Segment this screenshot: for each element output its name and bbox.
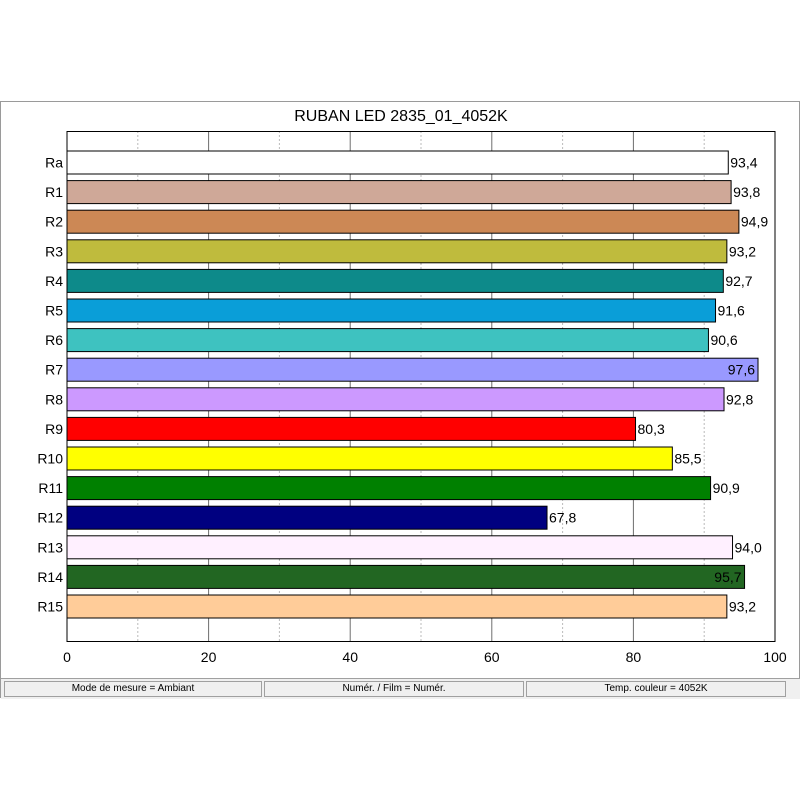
chart-window: RUBAN LED 2835_01_4052K 0 20 40 60 80 100 Ra 93… [0, 101, 800, 699]
data-label: 80,3 [638, 421, 665, 437]
bar-chart: RUBAN LED 2835_01_4052K 0 20 40 60 80 100 Ra 93… [37, 108, 787, 666]
category-label: R10 [37, 451, 63, 467]
bar-r9 [66, 416, 637, 441]
bar-r14 [66, 564, 746, 589]
data-label: 91,6 [718, 303, 745, 319]
data-label: 92,8 [726, 391, 753, 407]
x-tick-label: 100 [763, 649, 787, 665]
status-measure-mode: Mode de mesure = Ambiant [4, 681, 262, 697]
category-label: R8 [45, 391, 63, 407]
category-label: R14 [37, 569, 63, 585]
status-bar: Mode de mesure = Ambiant Numér. / Film =… [1, 678, 800, 699]
data-label: 97,6 [728, 362, 755, 378]
category-label: R11 [38, 480, 63, 496]
bar-r11 [66, 476, 712, 501]
category-label: R1 [45, 184, 63, 200]
category-label: R7 [45, 362, 63, 378]
x-tick-label: 60 [484, 649, 500, 665]
data-label: 85,5 [674, 451, 701, 467]
category-label: R15 [37, 599, 63, 615]
category-label: R13 [37, 539, 63, 555]
bar-r2 [66, 209, 740, 234]
bar-r7 [66, 357, 759, 382]
category-label: R2 [45, 214, 63, 230]
data-label: 94,9 [741, 214, 768, 230]
status-numeric-film: Numér. / Film = Numér. [264, 681, 524, 697]
x-tick-label: 80 [626, 649, 642, 665]
data-label: 95,7 [714, 569, 741, 585]
chart-title: RUBAN LED 2835_01_4052K [294, 108, 508, 125]
bar-r5 [66, 298, 717, 323]
label-layer: 0 20 40 60 80 100 Ra 93,4 R1 93,8 R2 94,9 R3 93,2 R4 92… [37, 155, 787, 666]
bar-r15 [66, 594, 728, 619]
bar-r13 [66, 535, 734, 560]
data-label: 93,8 [733, 184, 760, 200]
bar-r4 [66, 268, 724, 293]
data-label: 93,2 [729, 599, 756, 615]
bar-r6 [66, 328, 709, 353]
category-label: R6 [45, 332, 63, 348]
status-color-temperature: Temp. couleur = 4052K [526, 681, 786, 697]
data-label: 90,9 [713, 480, 740, 496]
data-label: 67,8 [549, 510, 576, 526]
bar-ra [66, 150, 729, 175]
category-label: R12 [37, 510, 63, 526]
category-label: R4 [45, 273, 63, 289]
x-tick-label: 20 [201, 649, 217, 665]
data-label: 93,2 [729, 243, 756, 259]
x-tick-label: 0 [63, 649, 71, 665]
bar-r1 [66, 180, 732, 205]
x-tick-label: 40 [342, 649, 358, 665]
data-label: 93,4 [730, 155, 757, 171]
category-label: Ra [45, 155, 63, 171]
plot-frame [66, 131, 776, 642]
category-label: R9 [45, 421, 63, 437]
bar-r12 [66, 505, 548, 530]
data-label: 94,0 [735, 539, 762, 555]
data-label: 92,7 [725, 273, 752, 289]
category-label: R3 [45, 243, 63, 259]
data-label: 90,6 [710, 332, 737, 348]
bar-layer [66, 150, 759, 619]
category-label: R5 [45, 303, 63, 319]
bar-r8 [66, 387, 725, 412]
bar-r10 [66, 446, 673, 471]
bar-r3 [66, 239, 728, 264]
